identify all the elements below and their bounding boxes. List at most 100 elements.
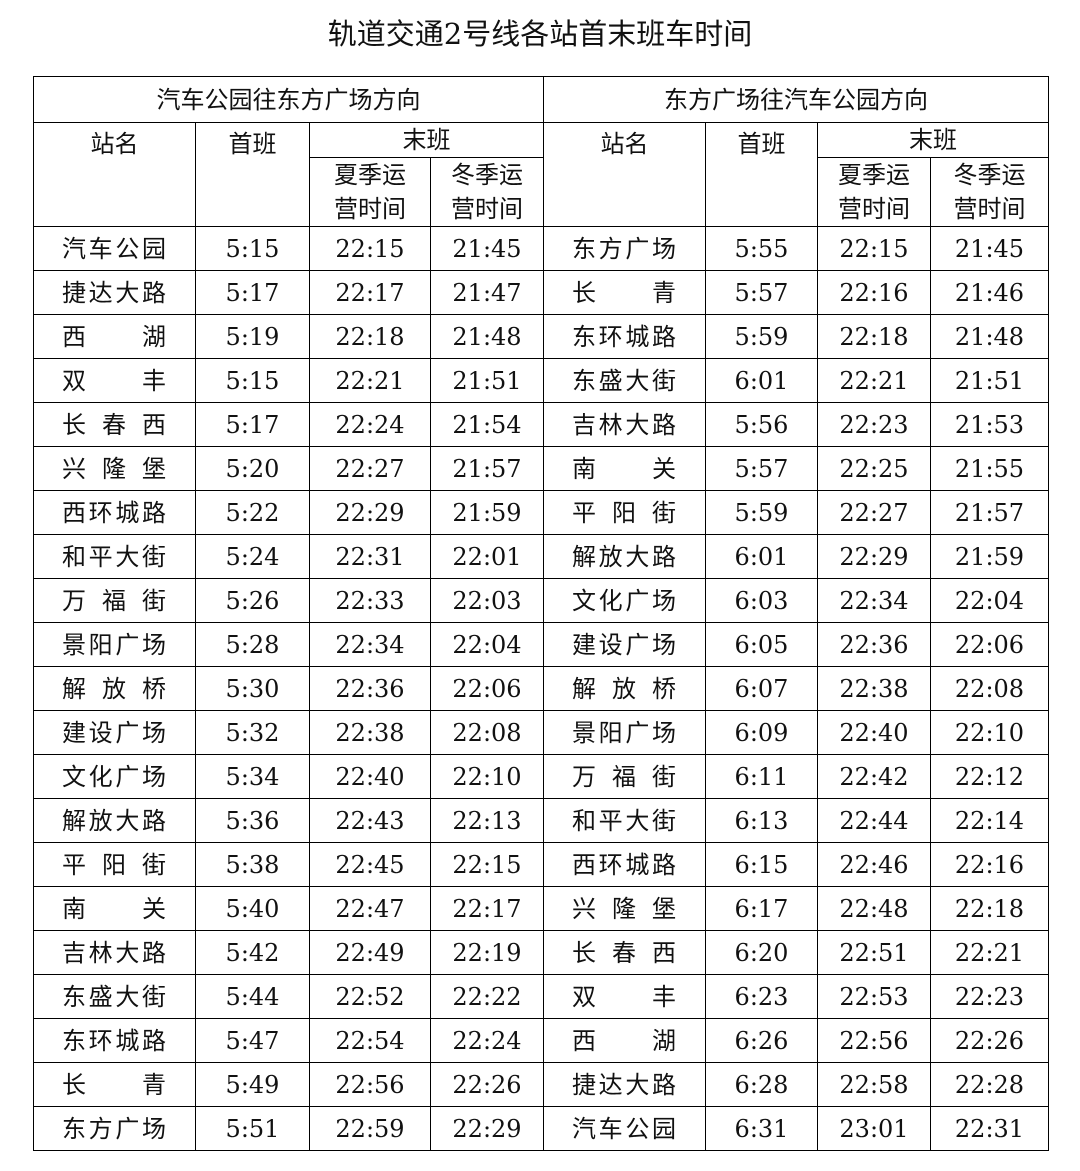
station-name: 西环城路 (62, 498, 166, 527)
time-cell: 21:46 (930, 270, 1049, 315)
time-cell: 22:16 (930, 842, 1049, 887)
time-cell: 5:17 (195, 402, 310, 447)
station-name: 西湖 (572, 1026, 676, 1055)
station-cell: 解放大路 (543, 534, 706, 579)
time-cell: 5:44 (195, 974, 310, 1019)
time-cell: 22:26 (930, 1018, 1049, 1063)
station-cell: 解放大路 (33, 798, 196, 843)
station-cell: 东环城路 (33, 1018, 196, 1063)
time-cell: 6:11 (705, 754, 818, 799)
time-cell: 6:31 (705, 1106, 818, 1151)
time-cell: 22:28 (930, 1062, 1049, 1107)
direction-header: 东方广场往汽车公园方向 (543, 76, 1049, 123)
time-cell: 5:17 (195, 270, 310, 315)
time-cell: 22:56 (817, 1018, 931, 1063)
station-name: 解放桥 (62, 674, 166, 703)
time-cell: 22:21 (930, 930, 1049, 975)
station-name: 解放桥 (572, 674, 676, 703)
time-cell: 22:36 (309, 666, 431, 711)
station-cell: 吉林大路 (543, 402, 706, 447)
station-cell: 捷达大路 (33, 270, 196, 315)
time-cell: 22:53 (817, 974, 931, 1019)
data-row: 西湖 5:19 22:18 21:48 东环城路 5:59 22:18 21:48 (33, 314, 1049, 359)
time-cell: 5:59 (705, 490, 818, 535)
data-row: 平阳街 5:38 22:45 22:15 西环城路 6:15 22:46 22:16 (33, 842, 1049, 887)
station-cell: 西湖 (543, 1018, 706, 1063)
station-name: 景阳广场 (572, 718, 676, 747)
station-name: 建设广场 (62, 718, 166, 747)
time-cell: 6:13 (705, 798, 818, 843)
station-cell: 和平大街 (543, 798, 706, 843)
station-name: 长青 (572, 278, 676, 307)
station-cell: 和平大街 (33, 534, 196, 579)
station-name: 汽车公园 (62, 234, 166, 263)
time-cell: 22:01 (430, 534, 544, 579)
station-cell: 长春西 (33, 402, 196, 447)
time-cell: 22:18 (309, 314, 431, 359)
time-cell: 22:29 (817, 534, 931, 579)
time-cell: 22:29 (309, 490, 431, 535)
data-row: 万福街 5:26 22:33 22:03 文化广场 6:03 22:34 22:04 (33, 578, 1049, 623)
time-cell: 22:04 (930, 578, 1049, 623)
station-cell: 万福街 (543, 754, 706, 799)
time-cell: 22:08 (930, 666, 1049, 711)
time-cell: 5:26 (195, 578, 310, 623)
station-name: 文化广场 (62, 762, 166, 791)
title: 轨道交通2号线各站首末班车时间 (327, 17, 753, 51)
time-cell: 22:16 (817, 270, 931, 315)
time-cell: 5:19 (195, 314, 310, 359)
time-cell: 5:34 (195, 754, 310, 799)
station-name: 长青 (62, 1070, 166, 1099)
time-cell: 22:06 (430, 666, 544, 711)
station-header: 站名 (33, 122, 196, 227)
data-row: 汽车公园 5:15 22:15 21:45 东方广场 5:55 22:15 21:45 (33, 226, 1049, 271)
time-cell: 22:34 (309, 622, 431, 667)
station-cell: 兴隆堡 (33, 446, 196, 491)
station-name: 西湖 (62, 322, 166, 351)
station-name: 吉林大路 (572, 410, 676, 439)
time-cell: 6:17 (705, 886, 818, 931)
station-cell: 建设广场 (543, 622, 706, 667)
data-row: 双丰 5:15 22:21 21:51 东盛大街 6:01 22:21 21:51 (33, 358, 1049, 403)
station-name: 东盛大街 (572, 366, 676, 395)
station-name: 南关 (62, 894, 166, 923)
last-header: 末班 (309, 122, 544, 158)
time-cell: 22:52 (309, 974, 431, 1019)
data-row: 东环城路 5:47 22:54 22:24 西湖 6:26 22:56 22:26 (33, 1018, 1049, 1063)
time-cell: 5:59 (705, 314, 818, 359)
time-cell: 22:15 (430, 842, 544, 887)
station-name: 景阳广场 (62, 630, 166, 659)
time-cell: 22:44 (817, 798, 931, 843)
station-cell: 西湖 (33, 314, 196, 359)
time-cell: 22:59 (309, 1106, 431, 1151)
time-cell: 22:04 (430, 622, 544, 667)
time-cell: 22:40 (309, 754, 431, 799)
station-name: 东方广场 (572, 234, 676, 263)
time-cell: 22:10 (430, 754, 544, 799)
time-cell: 22:21 (817, 358, 931, 403)
station-cell: 平阳街 (543, 490, 706, 535)
time-cell: 6:01 (705, 358, 818, 403)
header-row: 汽车公园往东方广场方向 东方广场往汽车公园方向 (33, 76, 1049, 123)
station-name: 吉林大路 (62, 938, 166, 967)
station-cell: 东盛大街 (543, 358, 706, 403)
time-cell: 5:28 (195, 622, 310, 667)
station-name: 捷达大路 (572, 1070, 676, 1099)
summer-label: 夏季运营时间 (837, 161, 910, 223)
station-cell: 长青 (33, 1062, 196, 1107)
winter-header: 冬季运营时间 (930, 157, 1049, 227)
summer-header: 夏季运营时间 (817, 157, 931, 227)
time-cell: 22:17 (309, 270, 431, 315)
station-cell: 东方广场 (543, 226, 706, 271)
station-name: 兴隆堡 (62, 454, 166, 483)
time-cell: 22:43 (309, 798, 431, 843)
time-cell: 22:12 (930, 754, 1049, 799)
station-cell: 文化广场 (33, 754, 196, 799)
station-cell: 景阳广场 (543, 710, 706, 755)
station-cell: 长春西 (543, 930, 706, 975)
time-cell: 21:59 (430, 490, 544, 535)
time-cell: 5:47 (195, 1018, 310, 1063)
time-cell: 5:55 (705, 226, 818, 271)
time-cell: 22:49 (309, 930, 431, 975)
